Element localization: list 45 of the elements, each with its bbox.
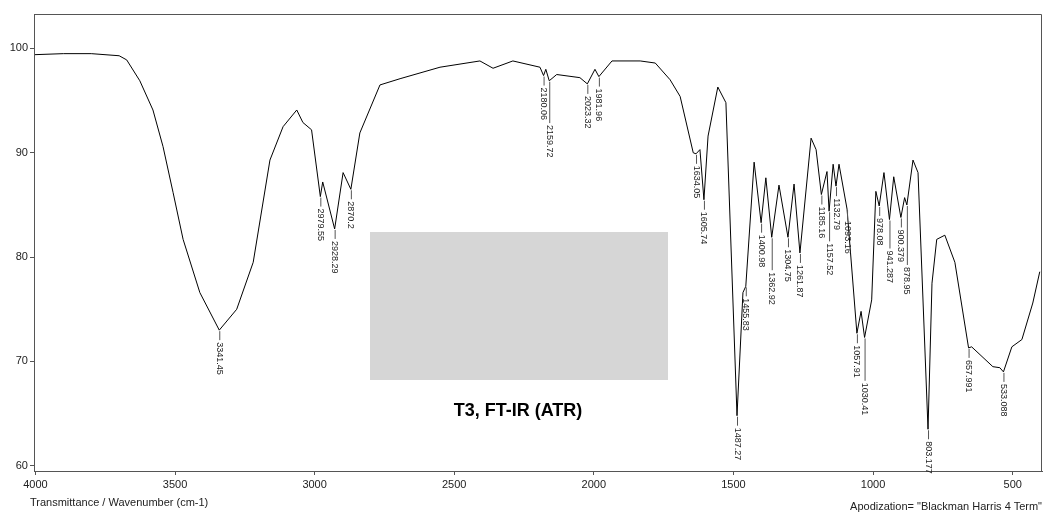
y-tick-label: 70 <box>15 354 28 367</box>
annotation: 3341.45 <box>214 342 225 375</box>
y-tick-label: 100 <box>9 41 28 54</box>
annotation: 878.95 <box>902 266 913 295</box>
y-tick-label: 80 <box>15 250 28 263</box>
x-axis-title: Transmittance / Wavenumber (cm-1) <box>30 495 209 508</box>
annotation: 2979.55 <box>315 208 326 242</box>
annotation: 657.991 <box>964 359 975 393</box>
annotation: 2180.06 <box>539 87 550 121</box>
annotation: 1981.96 <box>594 88 605 122</box>
annotation: 533.088 <box>998 383 1009 417</box>
annotation: 1057.91 <box>852 345 863 378</box>
annotation: 2928.29 <box>330 240 341 274</box>
annotation: 1362.92 <box>767 272 778 305</box>
annotation: 1634.05 <box>691 165 702 199</box>
annotation: T3, FT-IR (ATR) <box>453 399 583 420</box>
x-tick-label: 500 <box>1003 477 1022 490</box>
annotation: 1455.83 <box>741 298 752 331</box>
annotation: 978.08 <box>874 217 885 246</box>
annotation: 941.287 <box>884 250 895 284</box>
x-tick-label: 2500 <box>441 477 467 490</box>
x-tick-label: 3000 <box>302 477 327 490</box>
annotation: 1605.74 <box>699 211 710 245</box>
annotation: 1157.52 <box>824 243 835 276</box>
annotation: 2159.72 <box>544 125 555 158</box>
annotation: 1030.41 <box>860 382 871 416</box>
annotation: 1400.98 <box>756 234 767 268</box>
annotation: 1487.27 <box>732 427 743 461</box>
annotation: 1185.16 <box>816 206 827 239</box>
y-tick-label: 90 <box>15 145 28 158</box>
annotation: 803.177 <box>923 441 934 474</box>
x-tick-label: 3500 <box>162 477 188 490</box>
text: Apodization= "Blackman Harris 4 Term" <box>850 499 1043 512</box>
annotation: 1304.75 <box>783 249 794 282</box>
annotation: 1093.16 <box>842 221 853 254</box>
y-tick-label: 60 <box>15 458 28 471</box>
x-tick-label: 1000 <box>860 477 886 490</box>
x-tick-label: 4000 <box>23 477 48 490</box>
annotation: 1132.79 <box>831 198 842 231</box>
annotation: 900.379 <box>896 229 907 263</box>
annotation: 2870.2 <box>346 201 357 229</box>
x-tick-label: 1500 <box>721 477 746 490</box>
annotation: 1261.87 <box>795 264 806 298</box>
annotation: 2023.32 <box>582 95 593 129</box>
x-tick-label: 2000 <box>581 477 607 490</box>
